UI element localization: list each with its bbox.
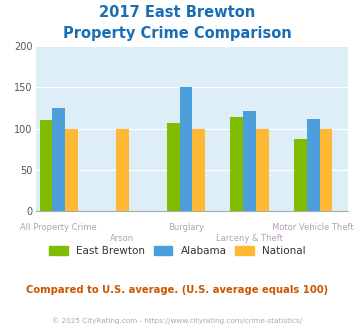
Bar [256,129,269,211]
Text: Property Crime Comparison: Property Crime Comparison [63,26,292,41]
Bar [320,129,332,211]
Bar [294,139,307,211]
Bar [52,108,65,211]
Text: Compared to U.S. average. (U.S. average equals 100): Compared to U.S. average. (U.S. average … [26,285,329,295]
Bar [192,129,205,211]
Bar [167,123,180,211]
Bar [180,86,192,211]
Text: Motor Vehicle Theft: Motor Vehicle Theft [272,223,354,232]
Text: Arson: Arson [110,234,134,243]
Text: All Property Crime: All Property Crime [20,223,97,232]
Bar [243,112,256,211]
Text: Larceny & Theft: Larceny & Theft [216,234,283,243]
Legend: East Brewton, Alabama, National: East Brewton, Alabama, National [45,242,310,260]
Bar [307,119,320,211]
Text: Burglary: Burglary [168,223,204,232]
Bar [39,120,52,211]
Text: © 2025 CityRating.com - https://www.cityrating.com/crime-statistics/: © 2025 CityRating.com - https://www.city… [53,317,302,324]
Bar [116,129,129,211]
Bar [230,117,243,211]
Bar [65,129,78,211]
Text: 2017 East Brewton: 2017 East Brewton [99,5,256,20]
